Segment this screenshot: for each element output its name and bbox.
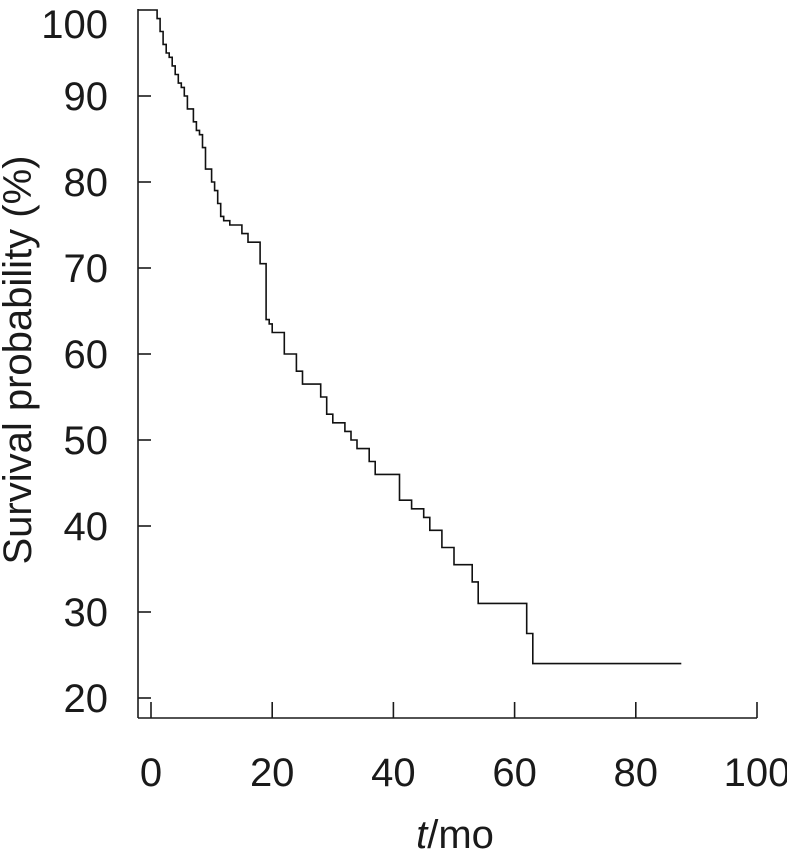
y-tick-label-40: 40 xyxy=(64,505,109,549)
x-tick-label-60: 60 xyxy=(492,751,537,795)
x-tick-label-40: 40 xyxy=(371,751,416,795)
y-tick-label-90: 90 xyxy=(64,75,109,119)
x-tick-label-20: 20 xyxy=(250,751,295,795)
x-tick-label-100: 100 xyxy=(724,751,787,795)
y-tick-label-70: 70 xyxy=(64,247,109,291)
x-axis-title-unit: /mo xyxy=(427,813,494,857)
x-tick-label-0: 0 xyxy=(140,751,162,795)
x-tick-label-80: 80 xyxy=(614,751,659,795)
y-tick-label-20: 20 xyxy=(64,677,109,721)
x-axis-title-italic: t xyxy=(416,813,429,857)
y-tick-label-50: 50 xyxy=(64,419,109,463)
axes xyxy=(137,9,757,719)
y-tick-label-60: 60 xyxy=(64,333,109,377)
survival-curve xyxy=(151,9,682,665)
x-ticks: 0 20 40 60 80 100 xyxy=(140,702,787,795)
x-axis-title: t/mo xyxy=(416,813,494,857)
y-ticks: 20 30 40 50 60 70 80 90 100 xyxy=(41,3,151,721)
y-tick-label-30: 30 xyxy=(64,591,109,635)
y-tick-label-80: 80 xyxy=(64,161,109,205)
y-axis-title: Survival probability (%) xyxy=(0,155,40,564)
y-tick-label-100: 100 xyxy=(41,3,108,47)
